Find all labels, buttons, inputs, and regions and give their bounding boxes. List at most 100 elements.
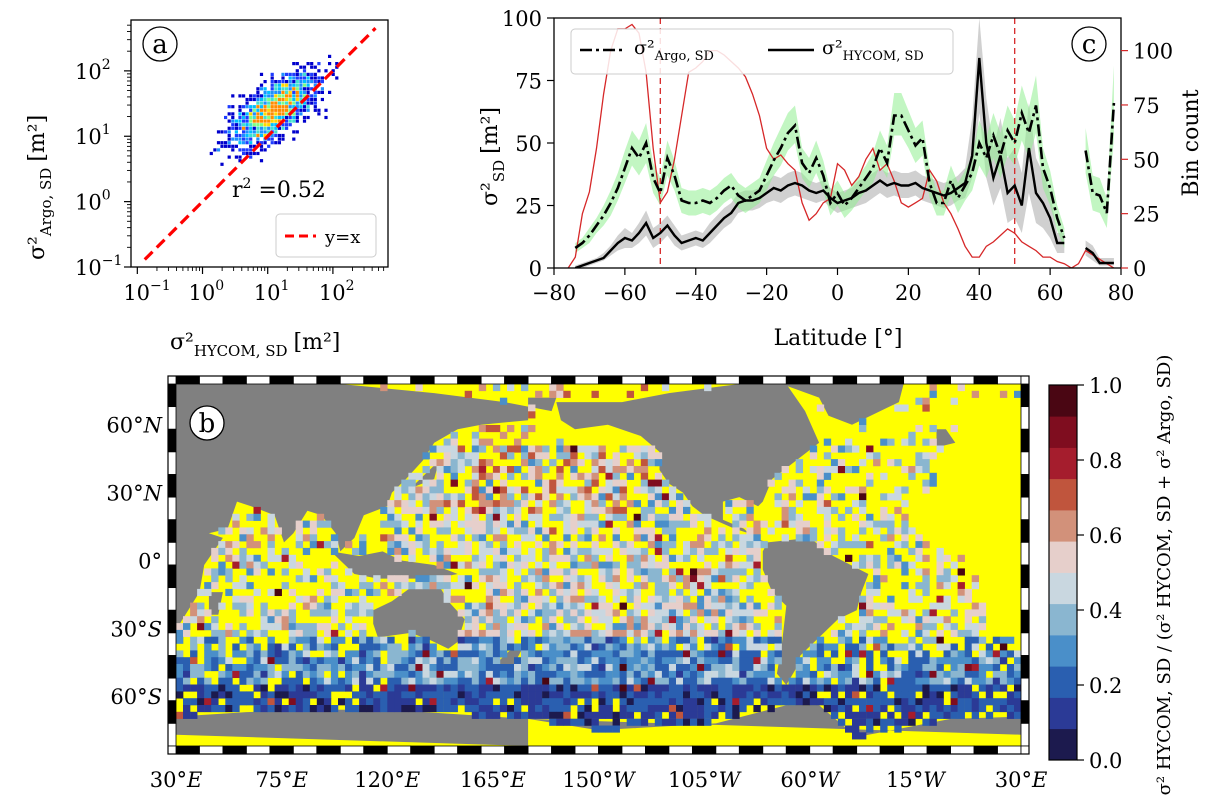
b-grid-cell [225, 554, 233, 562]
b-grid-cell [260, 670, 268, 679]
b-grid-cell [253, 588, 261, 597]
b-grid-cell [570, 493, 578, 501]
b-grid-cell [985, 684, 994, 692]
b-grid-cell [478, 493, 487, 501]
b-grid-cell [612, 500, 620, 508]
b-grid-cell [584, 472, 592, 480]
b-grid-cell [345, 657, 353, 665]
b-grid-cell [1006, 691, 1015, 699]
b-grid-cell [774, 636, 782, 644]
a-density-cell [288, 115, 292, 120]
b-grid-cell [443, 588, 451, 597]
b-grid-cell [422, 486, 430, 494]
b-grid-cell [288, 677, 297, 685]
b-grid-cell [1006, 698, 1015, 706]
b-grid-cell [387, 534, 395, 542]
b-grid-cell [366, 677, 374, 685]
a-density-cell [281, 123, 285, 127]
b-grid-cell [922, 452, 930, 460]
b-grid-cell [971, 623, 980, 631]
b-grid-cell [605, 513, 613, 521]
b-grid-cell [612, 725, 620, 733]
a-density-cell [252, 108, 256, 112]
b-grid-cell [647, 698, 656, 706]
b-grid-cell [330, 684, 339, 692]
b-grid-cell [401, 506, 409, 515]
b-grid-cell [577, 629, 585, 638]
b-grid-cell [485, 650, 494, 658]
b-grid-cell [401, 698, 409, 706]
b-grid-cell [211, 623, 219, 631]
b-grid-cell [626, 472, 635, 480]
b-grid-cell [471, 691, 480, 699]
b-grid-cell [415, 486, 423, 494]
b-grid-cell [570, 513, 578, 521]
a-density-cell [270, 133, 274, 138]
b-grid-cell [218, 602, 226, 610]
b-grid-cell [288, 636, 297, 644]
b-grid-cell [929, 705, 937, 713]
b-grid-cell [274, 684, 282, 692]
b-frame-top-seg [316, 375, 341, 385]
b-grid-cell [866, 588, 874, 597]
b-grid-cell [859, 554, 867, 562]
b-frame-top-seg [339, 375, 365, 385]
a-density-cell [302, 76, 307, 80]
b-grid-cell [901, 438, 909, 446]
b-grid-cell [471, 431, 480, 439]
b-grid-cell [457, 664, 466, 672]
b-grid-cell [380, 691, 388, 699]
a-density-cell [245, 151, 249, 156]
b-grid-cell [542, 677, 550, 685]
b-grid-cell [901, 609, 909, 617]
b-grid-cell [295, 561, 304, 569]
b-grid-cell [922, 670, 930, 679]
b-grid-cell [619, 677, 627, 685]
b-grid-cell [760, 670, 768, 679]
b-grid-cell [830, 650, 839, 658]
b-grid-cell [535, 390, 543, 398]
b-frame-bottom-seg [926, 745, 951, 755]
b-grid-cell [929, 479, 937, 487]
b-grid-cell [204, 664, 212, 672]
b-grid-cells [176, 384, 1021, 740]
b-colorbar-tick-label: 0.6 [1089, 524, 1122, 548]
a-x-ticks: 10−1 100 101 102 [123, 267, 385, 305]
b-grid-cell [485, 691, 494, 699]
b-grid-cell [598, 657, 606, 665]
b-grid-cell [492, 711, 501, 719]
b-grid-cell [957, 650, 965, 658]
b-grid-cell [732, 664, 740, 672]
b-grid-cell [570, 698, 578, 706]
b-grid-cell [704, 609, 712, 617]
b-grid-cell [549, 568, 557, 576]
b-grid-cell [739, 582, 747, 590]
land-south-america [762, 537, 869, 685]
b-grid-cell [316, 691, 325, 699]
b-grid-cell [591, 520, 599, 528]
b-grid-cell [408, 582, 416, 590]
b-grid-cell [570, 568, 578, 576]
b-grid-cell [880, 575, 888, 583]
b-grid-cell [873, 568, 881, 576]
b-grid-cell [697, 711, 705, 719]
a-density-cell [295, 80, 299, 84]
b-grid-cell [471, 623, 480, 631]
b-grid-cell [964, 609, 973, 617]
a-density-cell [259, 141, 264, 145]
b-grid-cell [718, 527, 726, 535]
b-grid-cell [612, 513, 620, 521]
b-grid-cell [528, 472, 536, 480]
a-density-cell [295, 108, 299, 112]
a-density-cell [310, 87, 314, 91]
b-frame-bottom-seg [785, 745, 811, 755]
a-density-cell [313, 76, 317, 80]
b-grid-cell [626, 554, 635, 562]
b-grid-cell [929, 616, 937, 624]
b-grid-cell [246, 541, 254, 549]
b-grid-cell [281, 643, 289, 651]
b-grid-cell [521, 384, 529, 392]
b-grid-cell [690, 616, 698, 624]
a-density-cell [295, 119, 299, 123]
a-density-cell [295, 101, 299, 105]
